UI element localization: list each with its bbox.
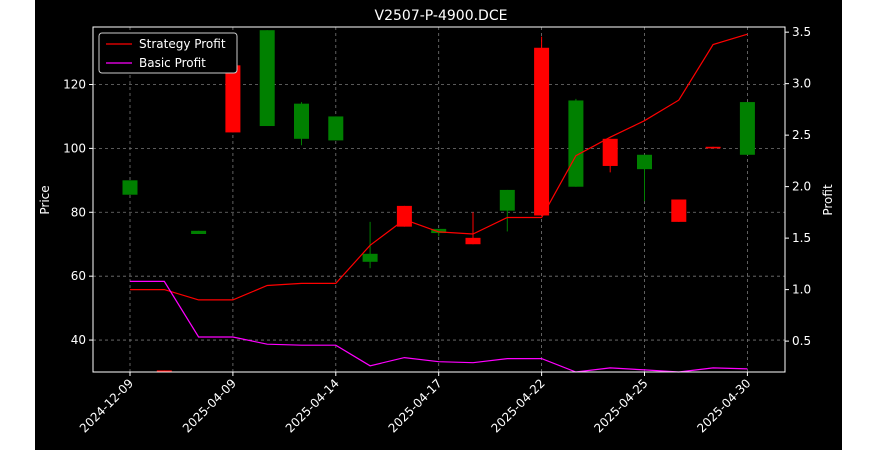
series-line-basic-profit: [130, 280, 748, 373]
candle-body: [465, 237, 481, 245]
y2-tick-label: 2.5: [792, 128, 811, 142]
chart-title: V2507-P-4900.DCE: [375, 8, 508, 24]
y-tick-label: 120: [63, 78, 86, 92]
grid-lines: [93, 27, 785, 372]
y-tick-label: 40: [71, 333, 86, 347]
candle-body: [534, 47, 550, 216]
candle-body: [328, 116, 344, 141]
y2-tick-label: 1.5: [792, 231, 811, 245]
profit-lines: [130, 33, 748, 373]
candle-body: [602, 138, 618, 166]
candle-body: [294, 103, 309, 139]
candle-body: [705, 146, 721, 149]
y2-tick-label: 3.0: [792, 77, 811, 91]
x-tick-label: 2025-04-09: [180, 376, 239, 435]
candle-body: [122, 180, 138, 195]
candle-body: [191, 230, 207, 234]
candle-body: [225, 65, 241, 133]
x-tick-label: 2025-04-17: [386, 376, 445, 435]
candle-body: [739, 102, 755, 155]
y2-tick-label: 2.0: [792, 180, 811, 194]
y2-tick-label: 1.0: [792, 283, 811, 297]
y2-tick-label: 0.5: [792, 334, 811, 348]
y-tick-label: 80: [71, 205, 86, 219]
y2-axis-label: Profit: [821, 184, 835, 216]
candle-body: [156, 370, 172, 372]
chart-figure: V2507-P-4900.DCE 40 60 80 100 120 0.5 1.0 1.5 2.…: [35, 0, 842, 450]
x-tick-label: 2025-04-30: [694, 376, 753, 435]
legend-label-basic-profit: Basic Profit: [139, 56, 206, 70]
legend: Strategy Profit Basic Profit: [98, 32, 238, 74]
legend-box: [98, 32, 238, 74]
y-tick-label: 60: [71, 269, 86, 283]
candle-body: [259, 30, 275, 127]
y2-tick-label: 3.5: [792, 25, 811, 39]
candle-body: [499, 189, 515, 211]
candle-body: [568, 100, 584, 187]
candle-body: [362, 253, 378, 262]
legend-label-strategy-profit: Strategy Profit: [139, 37, 226, 51]
x-tick-label: 2025-04-14: [283, 376, 342, 435]
candle-body: [637, 154, 652, 170]
series-line-strategy-profit: [130, 33, 748, 301]
candle-body: [671, 199, 687, 222]
candlestick-chart: V2507-P-4900.DCE 40 60 80 100 120 0.5 1.0 1.5 2.…: [38, 8, 835, 435]
candle-body: [431, 228, 447, 234]
y-tick-label: 100: [63, 141, 86, 155]
y-axis-label: Price: [38, 185, 52, 214]
x-tick-label: 2025-04-22: [489, 376, 548, 435]
x-tick-label: 2024-12-09: [77, 376, 136, 435]
x-tick-label: 2025-04-25: [591, 376, 650, 435]
